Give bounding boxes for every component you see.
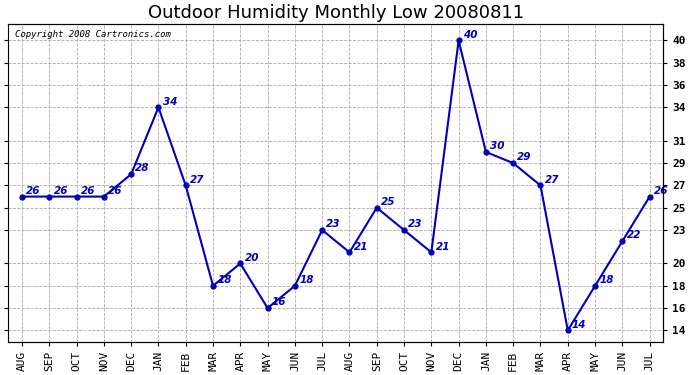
Text: 22: 22 (627, 230, 641, 240)
Text: 26: 26 (26, 186, 41, 196)
Text: 34: 34 (163, 97, 177, 106)
Text: 16: 16 (272, 297, 286, 307)
Text: 26: 26 (53, 186, 68, 196)
Text: 21: 21 (435, 242, 450, 252)
Text: 21: 21 (354, 242, 368, 252)
Text: 14: 14 (572, 320, 586, 330)
Title: Outdoor Humidity Monthly Low 20080811: Outdoor Humidity Monthly Low 20080811 (148, 4, 524, 22)
Text: 27: 27 (190, 175, 204, 184)
Text: 18: 18 (599, 275, 613, 285)
Text: 26: 26 (654, 186, 669, 196)
Text: 25: 25 (381, 197, 395, 207)
Text: 18: 18 (299, 275, 313, 285)
Text: 40: 40 (463, 30, 477, 40)
Text: 27: 27 (544, 175, 559, 184)
Text: 29: 29 (518, 152, 532, 162)
Text: 23: 23 (408, 219, 423, 229)
Text: 20: 20 (244, 253, 259, 263)
Text: 26: 26 (108, 186, 123, 196)
Text: 26: 26 (81, 186, 95, 196)
Text: 28: 28 (135, 164, 150, 174)
Text: Copyright 2008 Cartronics.com: Copyright 2008 Cartronics.com (15, 30, 170, 39)
Text: 18: 18 (217, 275, 232, 285)
Text: 23: 23 (326, 219, 341, 229)
Text: 30: 30 (490, 141, 504, 151)
